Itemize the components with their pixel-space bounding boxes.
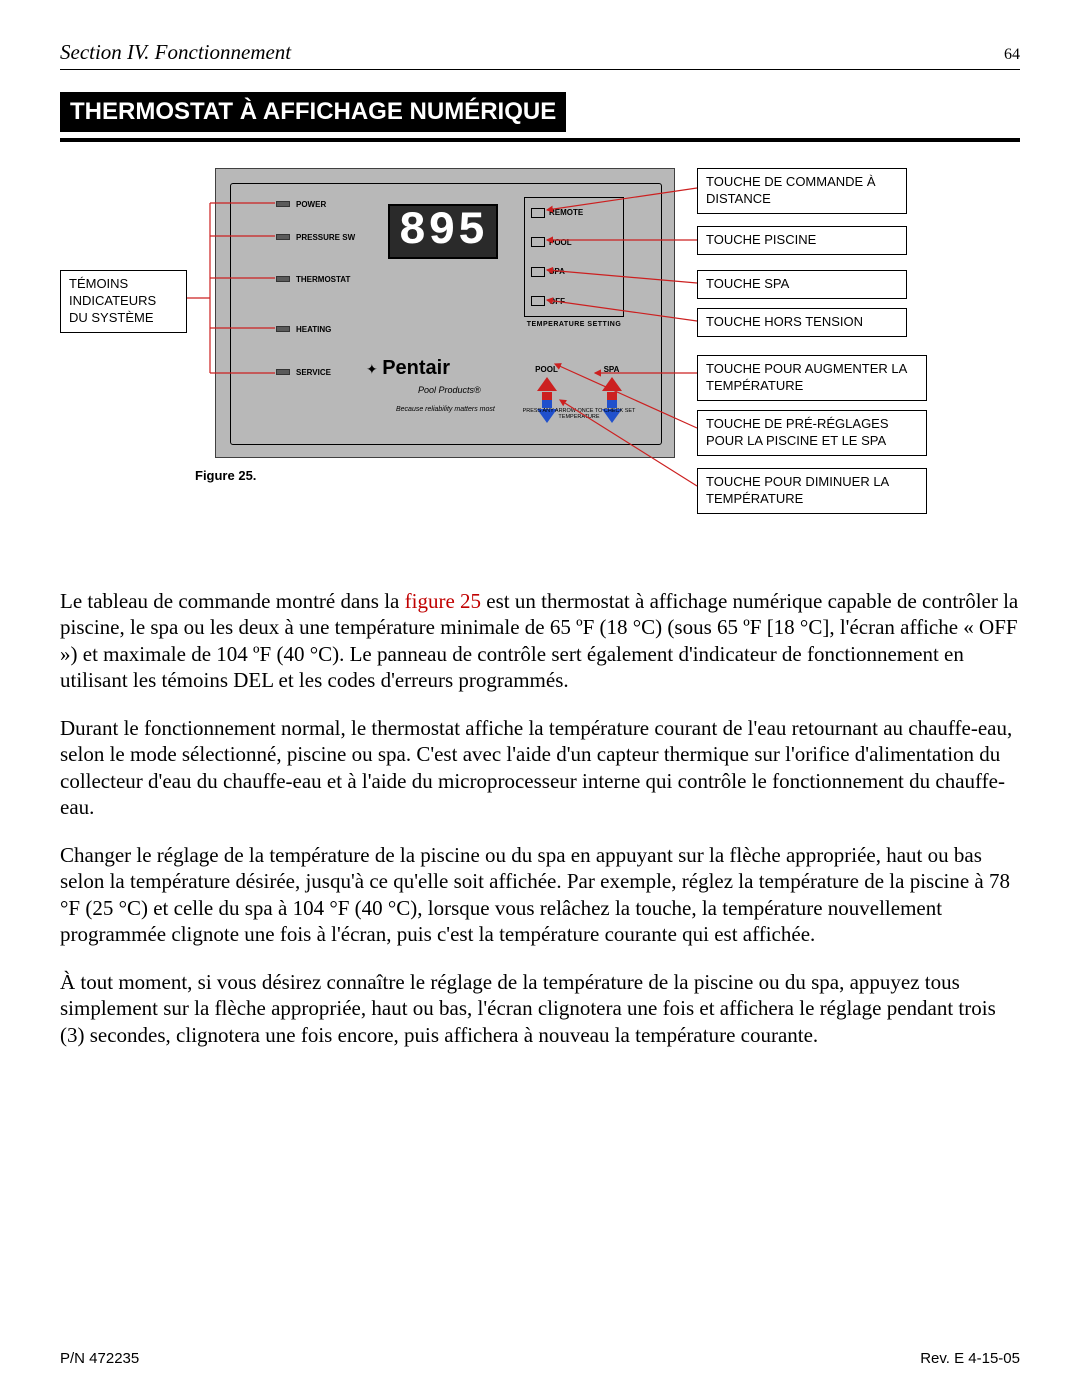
callout-spa-button: TOUCHE SPA bbox=[697, 270, 907, 299]
control-panel: POWER PRESSURE SW THERMOSTAT HEATING SER… bbox=[215, 168, 675, 458]
callout-remote-button: TOUCHE DE COMMANDE À DISTANCE bbox=[697, 168, 907, 214]
paragraph-3: Changer le réglage de la température de … bbox=[60, 842, 1020, 947]
off-button[interactable] bbox=[531, 296, 545, 306]
remote-button[interactable] bbox=[531, 208, 545, 218]
callout-pool-button: TOUCHE PISCINE bbox=[697, 226, 907, 255]
brand-name: Pentair bbox=[382, 357, 450, 379]
led-label-pressure-sw: PRESSURE SW bbox=[296, 233, 355, 242]
part-number: P/N 472235 bbox=[60, 1350, 139, 1367]
figure-caption: Figure 25. bbox=[195, 468, 256, 483]
figure-reference: figure 25 bbox=[405, 589, 481, 613]
led-label-service: SERVICE bbox=[296, 368, 331, 377]
spa-label: SPA bbox=[549, 267, 565, 276]
brand-logo: ✦ Pentair Pool Products® Because reliabi… bbox=[366, 357, 495, 416]
spa-button[interactable] bbox=[531, 267, 545, 277]
title-rule bbox=[60, 138, 1020, 142]
revision: Rev. E 4-15-05 bbox=[920, 1350, 1020, 1367]
spa-temp-up-button[interactable] bbox=[587, 377, 637, 400]
callout-temp-down: TOUCHE POUR DIMINUER LA TEMPÉRATURE bbox=[697, 468, 927, 514]
figure-25: TÉMOINS INDICATEURS DU SYSTÈME POWER PRE… bbox=[60, 168, 1020, 548]
page-header: Section IV. Fonctionnement 64 bbox=[60, 40, 1020, 70]
press-arrow-note: PRESS ANY ARROW ONCE TO CHECK SET TEMPER… bbox=[514, 408, 644, 420]
led-label-heating: HEATING bbox=[296, 325, 331, 334]
callout-off-button: TOUCHE HORS TENSION bbox=[697, 308, 907, 337]
led-power bbox=[276, 201, 290, 207]
led-heating bbox=[276, 326, 290, 332]
callout-system-indicators: TÉMOINS INDICATEURS DU SYSTÈME bbox=[60, 270, 187, 333]
callout-preset: TOUCHE DE PRÉ-RÉGLAGES POUR LA PISCINE E… bbox=[697, 410, 927, 456]
led-thermostat bbox=[276, 276, 290, 282]
temperature-setting-label: TEMPERATURE SETTING bbox=[524, 321, 624, 328]
p1-part-a: Le tableau de commande montré dans la bbox=[60, 589, 405, 613]
arrow-spa-label: SPA bbox=[604, 365, 620, 374]
brand-tagline: Because reliability matters most bbox=[396, 406, 495, 413]
remote-label: REMOTE bbox=[549, 208, 583, 217]
led-pressure-sw bbox=[276, 234, 290, 240]
pool-button[interactable] bbox=[531, 237, 545, 247]
page-footer: P/N 472235 Rev. E 4-15-05 bbox=[60, 1350, 1020, 1367]
arrow-pool-label: POOL bbox=[535, 365, 558, 374]
brand-subtitle: Pool Products® bbox=[418, 385, 481, 395]
page-number: 64 bbox=[1004, 46, 1020, 64]
pool-label: POOL bbox=[549, 238, 572, 247]
pool-temp-up-button[interactable] bbox=[522, 377, 572, 400]
callout-temp-up: TOUCHE POUR AUGMENTER LA TEMPÉRATURE bbox=[697, 355, 927, 401]
digital-display: 895 bbox=[388, 204, 498, 259]
led-label-thermostat: THERMOSTAT bbox=[296, 275, 350, 284]
paragraph-1: Le tableau de commande montré dans la fi… bbox=[60, 588, 1020, 693]
mode-button-group: REMOTE POOL SPA OFF bbox=[524, 197, 624, 317]
off-label: OFF bbox=[549, 297, 565, 306]
paragraph-2: Durant le fonctionnement normal, le ther… bbox=[60, 715, 1020, 820]
led-label-power: POWER bbox=[296, 200, 326, 209]
paragraph-4: À tout moment, si vous désirez connaître… bbox=[60, 969, 1020, 1048]
main-title: THERMOSTAT À AFFICHAGE NUMÉRIQUE bbox=[60, 92, 566, 132]
led-service bbox=[276, 369, 290, 375]
section-title: Section IV. Fonctionnement bbox=[60, 40, 291, 65]
